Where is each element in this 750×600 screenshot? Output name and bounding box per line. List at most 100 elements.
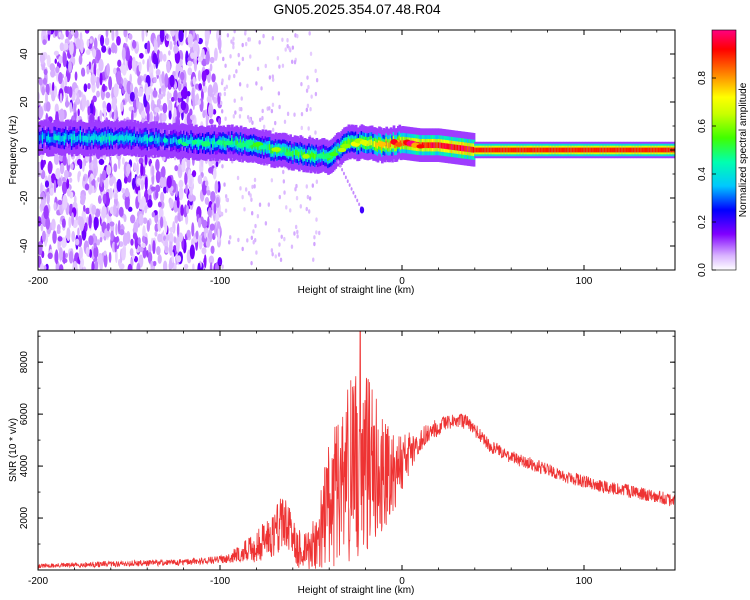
noise-cell [158,50,163,62]
ridge-band [541,147,544,153]
ridge-blob [271,147,282,152]
noise-cell [154,231,158,237]
ridge-band [506,147,509,153]
noise-cell [176,255,182,263]
noise-cell [140,162,144,177]
ridge-band [452,144,456,150]
ridge-band [659,147,662,153]
noise-cell [69,40,74,56]
noise-cell [155,190,159,199]
noise-cell [310,94,313,99]
ridge-band [622,147,626,153]
noise-cell [197,56,203,62]
x-tick-label: -100 [210,276,230,287]
noise-cell [224,208,228,213]
ridge-band [372,141,375,147]
noise-cell [121,47,126,61]
noise-cell [249,54,252,59]
noise-cell [209,56,215,64]
noise-cell [277,228,281,233]
noise-cell [59,92,63,104]
ridge-band [523,147,527,153]
noise-cell [50,69,56,78]
spectrogram-x-ticks: -200 -100 0 100 [28,30,658,287]
noise-cell [204,30,210,42]
noise-cell [157,254,162,264]
ridge-band [308,150,311,157]
noise-cell [136,177,142,185]
noise-cell [91,260,95,270]
noise-cell [215,196,220,209]
ridge-band [312,152,316,159]
noise-cell [262,33,265,39]
ridge-band [465,145,469,152]
noise-cell [255,250,258,255]
noise-cell [240,96,243,101]
x-tick-label: -200 [28,576,48,587]
noise-cell [300,125,303,131]
noise-cell [154,106,160,113]
noise-cell [114,192,118,200]
noise-cell [294,33,297,38]
noise-cell [101,169,107,181]
noise-cell [168,50,171,56]
ridge-band [586,147,589,153]
noise-cell [156,98,162,106]
ridge-band [265,144,269,151]
ridge-band [596,147,600,153]
noise-cell [93,242,97,249]
noise-cell [162,91,166,97]
spectrogram-xlabel: Height of straight line (km) [298,285,415,296]
noise-cell [123,214,127,223]
ridge-band [44,133,48,140]
noise-cell [153,39,158,54]
ridge-band [488,147,492,153]
ridge-band [500,147,504,153]
noise-cell [66,188,71,197]
ridge-band [595,147,598,153]
noise-cell [129,73,132,84]
colorbar-ticks: 0.0 0.2 0.4 0.6 0.8 [697,71,716,277]
noise-cell [227,76,231,81]
ridge-blob [416,144,425,149]
noise-cell [237,237,240,243]
noise-cell [203,254,207,269]
noise-cell [166,175,172,189]
noise-cell [283,190,286,195]
ridge-blob [302,153,310,159]
ridge-band [561,147,565,153]
ridge-band [40,134,43,140]
noise-cell [170,96,175,102]
noise-cell [232,44,235,50]
noise-cell [62,52,67,68]
ridge-band [169,138,173,145]
ridge-band [293,149,297,156]
noise-cell [106,63,110,77]
ridge-band [513,147,517,153]
ridge-band [346,140,349,147]
noise-cell [59,42,65,52]
ridge-band [152,135,156,141]
noise-cell [261,115,264,121]
ridge-band [41,135,45,141]
ridge-band [235,139,239,146]
ridge-band [440,142,444,149]
ridge-blob [376,141,387,147]
noise-cell [162,260,168,270]
noise-cell [147,188,152,196]
noise-cell [196,93,199,102]
ridge-band [299,149,303,155]
noise-cell [285,205,288,210]
ridge-band [647,147,651,153]
noise-cell [183,263,189,270]
ridge-band [587,147,591,153]
ridge-band [497,147,501,153]
ridge-band [481,147,485,153]
noise-cell [145,87,149,102]
ridge-band [88,134,92,140]
ridge-band [117,136,121,143]
noise-cell [155,170,161,184]
ridge-band [327,155,330,161]
ridge-band [231,138,234,145]
